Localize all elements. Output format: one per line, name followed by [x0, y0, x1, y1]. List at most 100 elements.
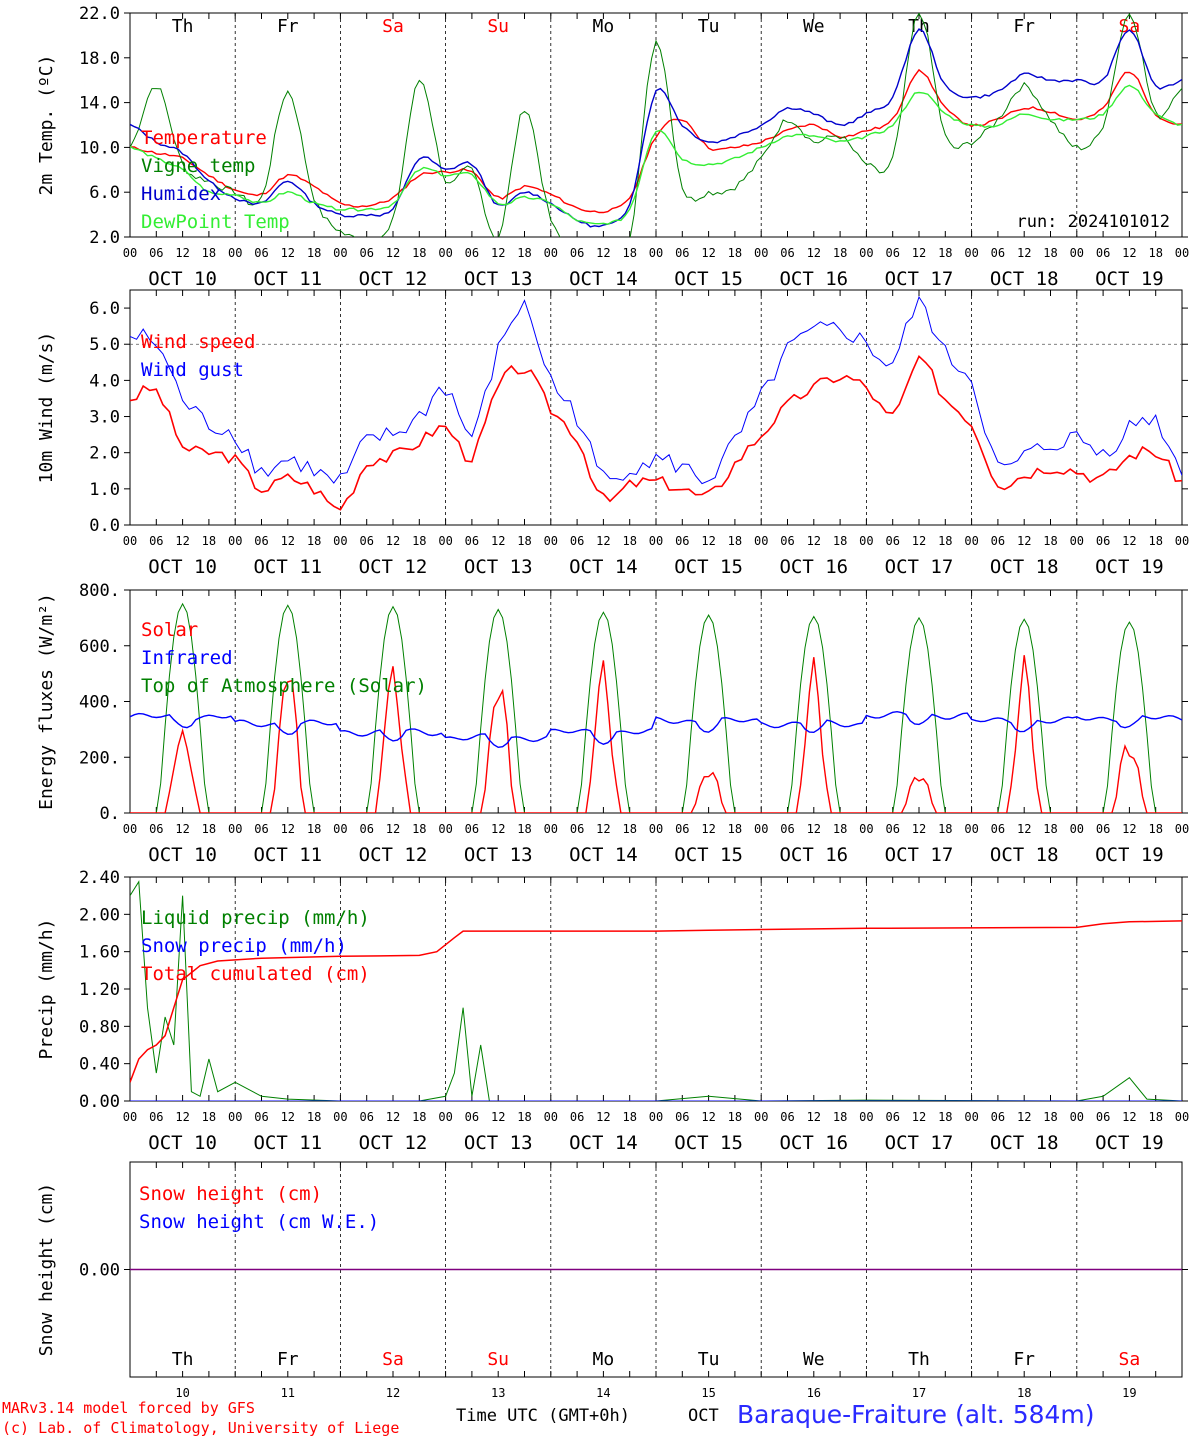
- legend-entry: Liquid precip (mm/h): [141, 907, 370, 929]
- legend-entry: Top of Atmosphere (Solar): [141, 675, 427, 697]
- hour-tick-label: 12: [701, 1110, 715, 1124]
- legend-entry: Total cumulated (cm): [141, 963, 370, 985]
- hour-tick-label: 18: [938, 246, 952, 260]
- hour-tick-label: 00: [859, 246, 873, 260]
- date-label: OCT 14: [569, 556, 638, 578]
- y-tick-label: 22.0: [79, 4, 120, 24]
- y-axis-label: Precip (mm/h): [36, 919, 57, 1060]
- hour-tick-label: 06: [991, 822, 1005, 836]
- date-label: OCT 10: [148, 556, 217, 578]
- hour-tick-label: 12: [386, 1110, 400, 1124]
- weekday-label: Th: [908, 16, 930, 37]
- hour-tick-label: 00: [1175, 534, 1189, 548]
- hour-tick-label: 00: [1175, 822, 1189, 836]
- hour-tick-label: 06: [254, 534, 268, 548]
- series-line-toa-solar: [130, 602, 1182, 813]
- hour-tick-label: 00: [859, 1110, 873, 1124]
- date-label: OCT 10: [148, 844, 217, 866]
- hour-tick-label: 06: [149, 534, 163, 548]
- y-tick-label: 4.0: [89, 371, 120, 391]
- hour-tick-label: 00: [333, 1110, 347, 1124]
- model-credit: MARv3.14 model forced by GFS: [2, 1399, 255, 1417]
- hour-tick-label: 18: [728, 534, 742, 548]
- date-label: OCT 13: [464, 268, 533, 290]
- legend-entry: Wind speed: [141, 331, 255, 353]
- y-axis-label: Energy fluxes (W/m²): [36, 593, 57, 810]
- hour-tick-label: 06: [1096, 246, 1110, 260]
- legend-entry: Vigne temp: [141, 155, 255, 177]
- hour-tick-label: 18: [1043, 246, 1057, 260]
- hour-tick-label: 18: [202, 246, 216, 260]
- weekday-label: We: [803, 1349, 825, 1370]
- hour-tick-label: 00: [754, 246, 768, 260]
- hour-tick-label: 00: [438, 822, 452, 836]
- date-label: OCT 10: [148, 268, 217, 290]
- hour-tick-label: 18: [938, 534, 952, 548]
- hour-tick-label: 12: [175, 246, 189, 260]
- weekday-label: Sa: [382, 16, 404, 37]
- y-tick-label: 0.40: [79, 1055, 120, 1075]
- hour-tick-label: 06: [780, 822, 794, 836]
- hour-tick-label: 00: [544, 246, 558, 260]
- hour-tick-label: 06: [465, 822, 479, 836]
- weekday-label: Th: [172, 16, 194, 37]
- date-label: OCT 12: [359, 844, 428, 866]
- day-number-label: 19: [1122, 1386, 1136, 1400]
- hour-tick-label: 06: [570, 246, 584, 260]
- y-tick-label: 1.60: [79, 943, 120, 963]
- hour-tick-label: 18: [728, 1110, 742, 1124]
- hour-tick-label: 12: [596, 246, 610, 260]
- hour-tick-label: 00: [333, 534, 347, 548]
- hour-tick-label: 00: [228, 246, 242, 260]
- hour-tick-label: 06: [675, 1110, 689, 1124]
- hour-tick-label: 00: [859, 534, 873, 548]
- date-label: OCT 17: [885, 556, 954, 578]
- date-label: OCT 17: [885, 268, 954, 290]
- series-line-wind-gust: [130, 295, 1182, 485]
- hour-tick-label: 00: [228, 822, 242, 836]
- hour-tick-label: 06: [780, 1110, 794, 1124]
- hour-tick-label: 12: [596, 1110, 610, 1124]
- day-number-label: 11: [281, 1386, 295, 1400]
- date-label: OCT 18: [990, 844, 1059, 866]
- panel-1: 2.0 6.0 10.0 14.0 18.0 22.0 2m Temp. (ºC) Th Fr S…: [36, 4, 1188, 248]
- weekday-label: Th: [172, 1349, 194, 1370]
- hour-tick-label: 12: [701, 822, 715, 836]
- hour-tick-label: 00: [754, 534, 768, 548]
- day-number-label: 14: [596, 1386, 610, 1400]
- hour-tick-label: 12: [1017, 822, 1031, 836]
- hour-tick-label: 06: [149, 822, 163, 836]
- series-line-humidex: [130, 28, 1182, 228]
- hour-tick-label: 12: [912, 822, 926, 836]
- hour-tick-label: 18: [728, 822, 742, 836]
- date-label: OCT 12: [359, 1132, 428, 1154]
- hour-tick-label: 12: [491, 1110, 505, 1124]
- hour-tick-label: 06: [570, 1110, 584, 1124]
- date-label: OCT 11: [253, 268, 322, 290]
- hour-tick-label: 06: [149, 1110, 163, 1124]
- y-tick-label: 6.0: [89, 183, 120, 203]
- y-tick-label: 0.0: [89, 516, 120, 536]
- hour-tick-label: 12: [175, 534, 189, 548]
- date-label: OCT 16: [779, 844, 848, 866]
- weekday-label: Su: [487, 16, 509, 37]
- date-label: OCT 13: [464, 1132, 533, 1154]
- time-axis-label: Time UTC (GMT+0h): [456, 1406, 630, 1426]
- hour-tick-label: 18: [517, 1110, 531, 1124]
- series-line-vigne-temp: [130, 13, 1182, 237]
- date-label: OCT 19: [1095, 556, 1164, 578]
- hour-tick-label: 18: [307, 1110, 321, 1124]
- hour-tick-label: 12: [807, 1110, 821, 1124]
- hour-tick-label: 12: [491, 822, 505, 836]
- hour-tick-label: 00: [438, 1110, 452, 1124]
- y-tick-label: 6.0: [89, 299, 120, 319]
- series-line-infrared: [130, 710, 1182, 749]
- hour-tick-label: 12: [281, 246, 295, 260]
- hour-tick-label: 18: [1148, 1110, 1162, 1124]
- hour-tick-label: 06: [780, 246, 794, 260]
- hour-tick-label: 06: [1096, 1110, 1110, 1124]
- hour-tick-label: 00: [964, 1110, 978, 1124]
- hour-tick-label: 18: [517, 822, 531, 836]
- hour-tick-label: 00: [333, 822, 347, 836]
- hour-tick-label: 06: [465, 1110, 479, 1124]
